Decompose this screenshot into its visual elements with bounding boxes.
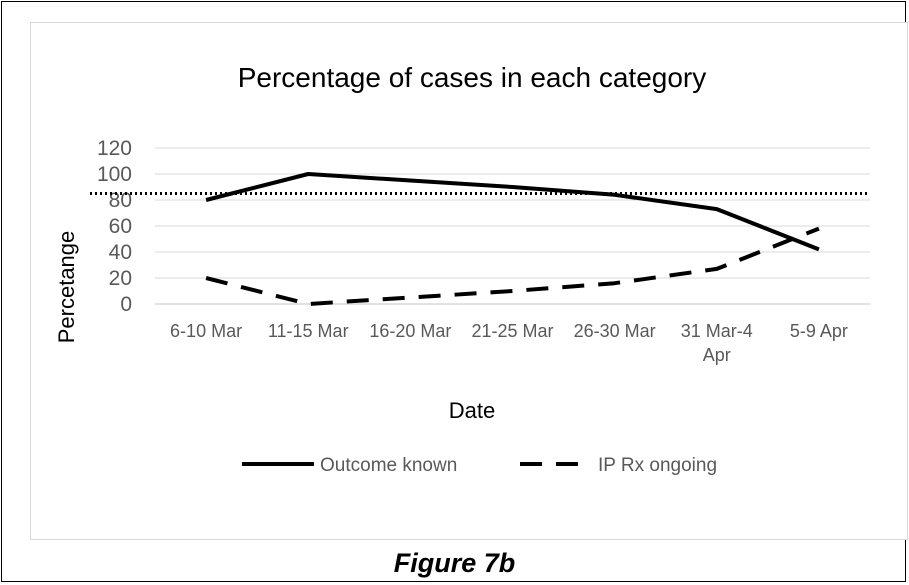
legend-label-1: Outcome known xyxy=(320,455,457,476)
x-tick-label: 6-10 Mar xyxy=(170,321,242,341)
x-tick-label: 31 Mar-4 xyxy=(681,321,753,341)
y-tick-label: 0 xyxy=(120,293,132,316)
y-tick-label: 60 xyxy=(109,215,132,238)
chart-title: Percentage of cases in each category xyxy=(238,62,707,93)
y-tick-label: 100 xyxy=(97,163,132,186)
x-axis-title: Date xyxy=(449,398,495,423)
y-tick-label: 40 xyxy=(109,241,132,264)
x-tick-label: 16-20 Mar xyxy=(369,321,451,341)
figure-caption: Figure 7b xyxy=(393,548,516,578)
x-tick-label: 21-25 Mar xyxy=(471,321,553,341)
series-line-1 xyxy=(205,172,820,252)
chart-area xyxy=(30,22,908,540)
y-tick-label: 120 xyxy=(97,137,132,160)
x-tick-label: 26-30 Mar xyxy=(574,321,656,341)
x-tick-label: Apr xyxy=(703,345,731,365)
x-tick-label: 5-9 Apr xyxy=(790,321,848,341)
legend-label-2: IP Rx ongoing xyxy=(598,455,717,476)
x-tick-label: 11-15 Mar xyxy=(268,321,349,341)
series-line-2 xyxy=(205,226,820,306)
y-tick-label: 20 xyxy=(109,267,132,290)
y-axis-title: Percetange xyxy=(54,231,79,344)
